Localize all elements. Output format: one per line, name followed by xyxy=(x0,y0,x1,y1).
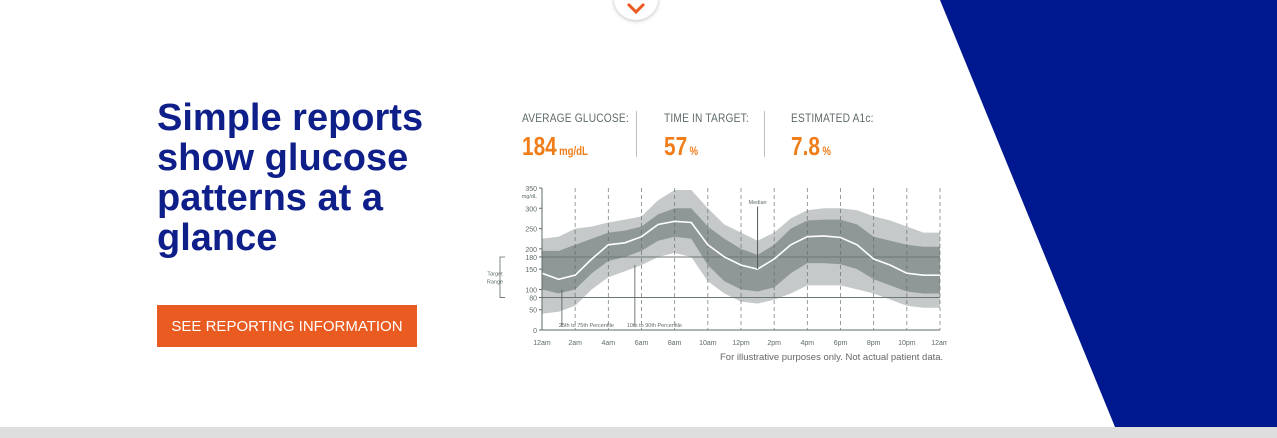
y-tick-label: 50 xyxy=(529,308,537,315)
x-tick-label: 10pm xyxy=(898,340,916,347)
stat-label: TIME IN TARGET: xyxy=(664,111,749,125)
y-tick-label: 180 xyxy=(525,255,537,262)
median-line xyxy=(541,220,940,281)
y-unit-label: mg/dL xyxy=(522,194,537,200)
x-tick-label: 6am xyxy=(635,340,649,347)
target-range-label: Target xyxy=(487,271,503,277)
percentile-25-75-band xyxy=(542,208,940,294)
x-tick-label: 4pm xyxy=(801,340,815,347)
x-tick-label: 12am xyxy=(931,340,947,347)
x-tick-label: 4am xyxy=(602,340,616,347)
stat-number: 57 xyxy=(664,131,688,161)
stat-divider xyxy=(636,111,637,157)
stat-label: ESTIMATED A1c: xyxy=(791,111,874,125)
stat-number: 7.8 xyxy=(791,131,820,161)
stat-average-glucose: AVERAGE GLUCOSE: 184 mg/dL xyxy=(522,111,648,162)
y-tick-label: 200 xyxy=(525,247,537,254)
y-tick-label: 80 xyxy=(529,296,537,303)
disclaimer-text: For illustrative purposes only. Not actu… xyxy=(720,352,944,363)
stat-estimated-a1c: ESTIMATED A1c: 7.8% xyxy=(791,111,888,162)
stat-label: AVERAGE GLUCOSE: xyxy=(522,111,629,125)
y-tick-label: 100 xyxy=(525,287,537,294)
percentile-10-90-label: 10th to 90th Percentile xyxy=(627,323,682,329)
x-tick-label: 8pm xyxy=(867,340,881,347)
y-tick-label: 300 xyxy=(525,206,537,213)
target-range-bracket xyxy=(499,256,505,298)
stat-unit: % xyxy=(689,144,699,158)
stat-time-in-target: TIME IN TARGET: 57% xyxy=(664,111,764,162)
bottom-divider xyxy=(0,427,1277,438)
x-tick-label: 6pm xyxy=(834,340,848,347)
see-reporting-information-button[interactable]: SEE REPORTING INFORMATION xyxy=(157,305,417,347)
median-annotation-label: Median xyxy=(749,200,767,206)
x-tick-label: 8am xyxy=(668,340,682,347)
stat-unit: mg/dL xyxy=(559,144,588,158)
y-tick-label: 350 xyxy=(525,186,537,193)
chevron-down-icon xyxy=(626,2,646,14)
y-tick-label: 250 xyxy=(525,227,537,234)
stat-value: 184 mg/dL xyxy=(522,131,623,162)
x-tick-label: 12am xyxy=(533,340,551,347)
percentile-25-75-label: 25th to 75th Percentile xyxy=(559,323,614,329)
x-tick-label: 2am xyxy=(568,340,582,347)
stat-divider xyxy=(764,111,765,157)
y-tick-label: 150 xyxy=(525,267,537,274)
stat-value: 7.8% xyxy=(791,131,869,162)
stat-value: 57% xyxy=(664,131,744,162)
x-tick-label: 10am xyxy=(699,340,717,347)
x-tick-label: 2pm xyxy=(767,340,781,347)
headline: Simple reports show glucose patterns at … xyxy=(157,97,424,259)
stat-number: 184 xyxy=(522,131,557,161)
scroll-down-button[interactable] xyxy=(614,0,658,20)
x-tick-label: 12pm xyxy=(732,340,750,347)
target-range-label: Range xyxy=(487,279,503,285)
y-tick-label: 0 xyxy=(533,328,537,335)
stat-unit: % xyxy=(822,144,831,158)
